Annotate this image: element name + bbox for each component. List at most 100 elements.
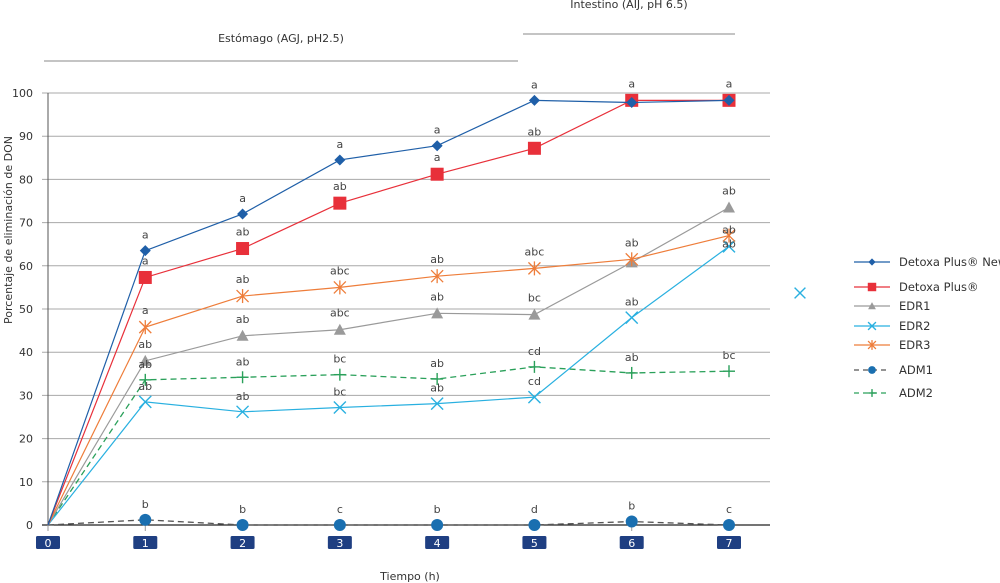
- legend: Detoxa Plus® New Detoxa Plus® EDR1 EDR2 EDR3…: [794, 255, 1000, 400]
- marker-triangle: [868, 302, 876, 310]
- significance-label: ab: [138, 338, 152, 351]
- marker-circle: [431, 519, 444, 531]
- y-tick-label: 60: [19, 260, 33, 273]
- marker-diamond: [723, 94, 735, 106]
- significance-label: b: [239, 503, 246, 516]
- significance-label: b: [434, 503, 441, 516]
- x-tick-box: [36, 536, 60, 549]
- marker-star: [333, 280, 347, 295]
- y-tick-label: 0: [26, 519, 33, 532]
- y-tick-label: 20: [19, 433, 33, 446]
- significance-label: ab: [430, 253, 444, 266]
- series-edr1: [47, 201, 735, 526]
- significance-label: a: [628, 77, 635, 90]
- marker-star: [236, 289, 250, 304]
- x-tick-box: [717, 536, 741, 549]
- x-tick-box: [619, 536, 644, 549]
- marker-triangle: [431, 307, 444, 319]
- significance-label: ab: [625, 351, 639, 364]
- series-line: [47, 366, 730, 526]
- marker-x: [625, 311, 639, 325]
- marker-x-stroke: [333, 401, 347, 414]
- marker-diamond: [334, 154, 346, 166]
- marker-plus: [139, 373, 152, 386]
- significance-label: c: [337, 503, 343, 516]
- significance-label: bc: [333, 353, 346, 366]
- series-edr2: [47, 239, 736, 526]
- marker-plus: [625, 366, 638, 379]
- significance-label: a: [239, 192, 246, 205]
- legend-label: ADM1: [899, 363, 933, 377]
- marker-x-stroke: [867, 321, 877, 331]
- y-tick-label: 70: [19, 217, 33, 230]
- significance-label: ab: [430, 357, 444, 370]
- significance-label: ab: [625, 236, 639, 249]
- significance-label: ab: [625, 296, 639, 309]
- series-group: [47, 93, 736, 531]
- marker-square: [236, 242, 250, 256]
- x-tick-box: [133, 536, 158, 549]
- marker-x: [333, 401, 347, 414]
- significance-label: a: [726, 77, 733, 90]
- significance-label: abc: [330, 307, 350, 320]
- significance-label: ab: [138, 358, 152, 371]
- significance-label: a: [142, 229, 149, 242]
- marker-diamond: [626, 97, 638, 109]
- marker-square: [867, 282, 877, 292]
- marker-square: [527, 141, 541, 155]
- marker-star: [430, 269, 444, 284]
- x-tick-label: 7: [726, 537, 733, 550]
- marker-star: [867, 340, 877, 350]
- marker-x-stroke: [430, 397, 444, 411]
- x-tick-label: 2: [239, 537, 246, 550]
- marker-square: [333, 196, 347, 210]
- legend-label: Detoxa Plus®: [899, 280, 979, 294]
- marker-circle: [625, 515, 638, 528]
- marker-x: [138, 395, 152, 409]
- x-tick-label: 1: [142, 537, 149, 550]
- significance-label: ab: [722, 224, 736, 237]
- marker-diamond: [868, 258, 876, 266]
- legend-label: ADM2: [899, 386, 933, 400]
- phase-label: Intestino (AIJ, pH 6.5): [570, 0, 687, 11]
- marker-x-stroke: [722, 239, 736, 253]
- marker-plus: [431, 372, 444, 385]
- y-tick-label: 30: [19, 389, 33, 402]
- marker-plus: [868, 389, 876, 397]
- significance-label: ab: [138, 380, 152, 393]
- marker-diamond: [528, 94, 540, 106]
- marker-triangle: [236, 329, 249, 341]
- legend-label: EDR1: [899, 299, 930, 313]
- significance-label: ab: [528, 125, 542, 138]
- marker-diamond: [237, 208, 249, 220]
- y-tick-label: 80: [19, 173, 33, 186]
- significance-label: bc: [333, 385, 346, 398]
- legend-item: ADM1: [854, 363, 933, 377]
- x-tick-label: 0: [45, 537, 52, 550]
- x-tick-label: 5: [531, 537, 538, 550]
- marker-x-stroke: [236, 405, 250, 419]
- legend-item: EDR1: [854, 299, 930, 313]
- marker-triangle: [333, 323, 346, 335]
- significance-label: d: [531, 503, 538, 516]
- marker-star: [625, 252, 639, 267]
- significance-label: ab: [236, 355, 250, 368]
- marker-x: [794, 287, 806, 299]
- marker-circle: [528, 519, 541, 531]
- y-tick-label: 50: [19, 303, 33, 316]
- marker-plus: [333, 368, 346, 381]
- legend-item: ADM2: [854, 386, 933, 400]
- significance-label: a: [434, 151, 441, 164]
- x-tick-label: 3: [336, 537, 343, 550]
- series-adm2: [47, 360, 735, 526]
- marker-circle: [333, 519, 346, 531]
- x-tick-box: [327, 536, 352, 549]
- marker-circle: [236, 519, 249, 531]
- significance-label: b: [142, 498, 149, 511]
- significance-label: ab: [236, 226, 250, 239]
- marker-x-stroke: [625, 311, 639, 325]
- marker-star: [138, 320, 152, 335]
- y-tick-label: 40: [19, 346, 33, 359]
- marker-x: [527, 390, 541, 404]
